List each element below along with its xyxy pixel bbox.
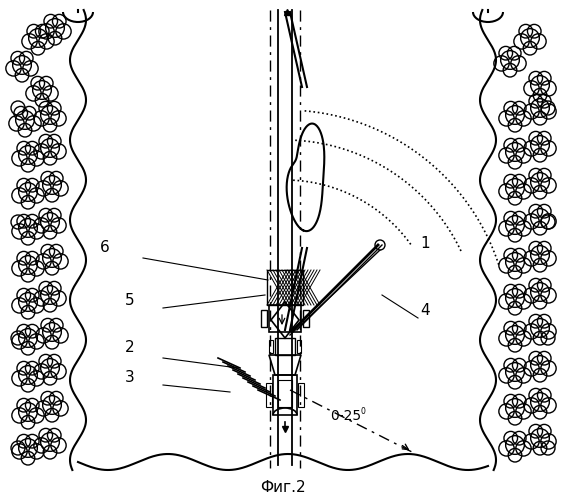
Text: 0-25: 0-25 xyxy=(330,409,361,423)
Text: 3: 3 xyxy=(125,370,135,385)
Text: 2: 2 xyxy=(125,340,135,355)
Text: 1: 1 xyxy=(420,236,429,251)
Text: 4: 4 xyxy=(420,303,429,318)
Text: 6: 6 xyxy=(100,240,110,255)
Text: $^0$: $^0$ xyxy=(360,407,366,417)
Text: 5: 5 xyxy=(125,293,135,308)
Text: Фиг.2: Фиг.2 xyxy=(260,480,306,495)
